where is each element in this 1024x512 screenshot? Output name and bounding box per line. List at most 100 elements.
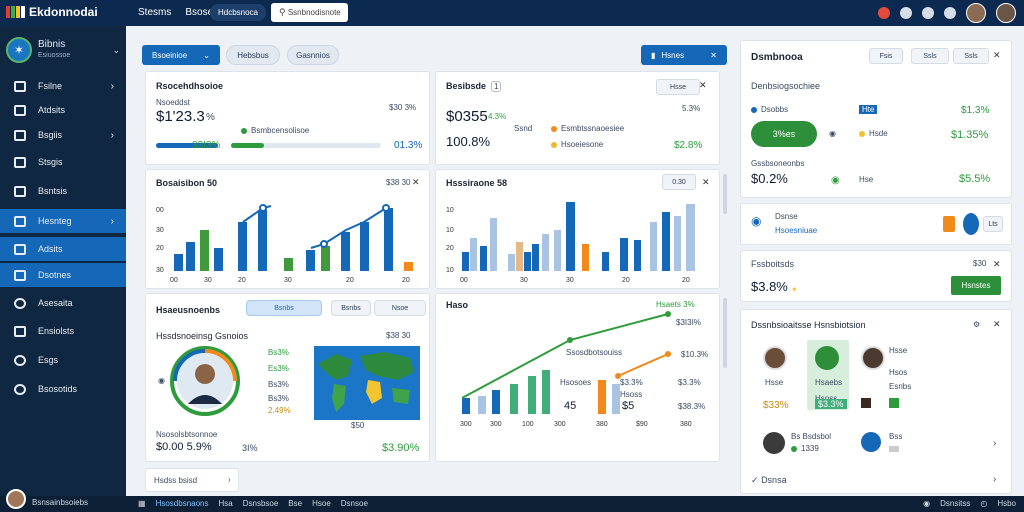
app-logo[interactable]: Ekdonnodai [6,5,98,19]
card-title: Besibsde [446,81,487,91]
bar [532,244,539,271]
y-tick: 10 [446,227,454,234]
period-chip[interactable]: Hsse [656,79,700,95]
chevron-right-icon: › [110,215,114,227]
close-icon[interactable]: ✕ [699,80,707,90]
sidebar-item-10[interactable]: Ensiolsts [0,319,126,343]
help-icon[interactable] [944,7,956,19]
panel-button-2[interactable]: Ssls [911,48,949,64]
right-panel-1: Dsmbnooa Fsis Ssls Ssls ✕ Denbsiogsochie… [740,40,1012,198]
avatar[interactable] [763,432,785,454]
bar [582,244,589,271]
sidebar-item-4[interactable]: Stsgis [0,150,126,174]
dashboard-icon [14,80,26,92]
bar [554,230,561,271]
close-icon[interactable]: ✕ [702,177,710,187]
sidebar-item-1[interactable]: Fsilne › [0,74,126,98]
top-nav-item[interactable]: Bsose [185,7,214,18]
sidebar-item-11[interactable]: Esgs [0,348,126,372]
footer-left: $0.00 5.9% [156,441,212,453]
bottom-item[interactable]: Hsa [218,499,233,508]
tab-1[interactable]: Hebsbus [226,45,280,65]
bottom-item[interactable]: Bse [288,499,303,508]
row-2: Hsde [859,129,888,138]
panel-badge[interactable]: Lts [983,216,1003,232]
trend-point [259,204,267,212]
avatar[interactable] [861,346,885,370]
bottom-item[interactable]: Hsoe [312,499,331,508]
dot-icon [241,127,247,134]
row-2-icon: ◉ [829,129,836,138]
right-action-button[interactable]: ▮ Hsnes ✕ [641,45,727,65]
panel-button-3[interactable]: Ssls [953,48,989,64]
tab-2[interactable]: Gasnnios [287,45,339,65]
gear-icon[interactable] [900,7,912,19]
top-search-input[interactable]: ⚲ Ssnbnodisnote [271,3,348,22]
panel-button-1[interactable]: Fsis [869,48,903,64]
close-icon[interactable]: ✕ [993,259,1001,269]
bottom-item[interactable]: Dsnsbsoe [242,499,279,508]
user-avatar[interactable] [966,3,986,23]
avatar[interactable] [763,346,787,370]
tab-3[interactable]: Nsoe [374,300,426,316]
pill-badge[interactable]: 3%es [751,121,817,147]
tab-2[interactable]: Bsnbs [331,300,371,316]
top-pill-tab[interactable]: Hdcbsnoca [210,4,266,21]
bottom-right-item[interactable]: Hsbo [997,499,1016,508]
sidebar-item-9[interactable]: Asesaita [0,291,126,315]
avatar-label: Hsos [889,368,908,377]
globe-icon[interactable]: ◉ [923,499,931,508]
close-icon[interactable]: ✕ [993,319,1001,329]
avatar [6,489,26,509]
sidebar-item-5[interactable]: Bsntsis [0,179,126,203]
chevron-right-icon[interactable]: › [993,438,997,449]
notification-icon[interactable] [878,7,890,19]
card-subtitle: Nsoeddst [156,98,190,107]
panel-title: Dssnbsioaitsse Hsnsbiotsion [751,320,866,330]
grid-icon[interactable]: ▦ [138,499,146,508]
close-icon[interactable]: ✕ [412,177,420,187]
close-icon[interactable]: ✕ [993,50,1001,60]
x-tick: 20 [238,277,246,284]
profile-avatar[interactable] [170,346,240,416]
footer-row[interactable]: ✓ Dsnsa [751,475,787,485]
brand-title: Bibnis [38,39,66,50]
bar [620,238,628,271]
app-title: Ekdonnodai [29,5,98,19]
chevron-down-icon[interactable]: ⌄ [112,44,120,55]
user-avatar-secondary[interactable] [996,3,1016,23]
bottom-item[interactable]: Dsnsoe [340,499,368,508]
top-nav-item[interactable]: Stesms [138,7,172,18]
clock-icon[interactable]: ◴ [980,499,988,508]
sidebar-item-8[interactable]: Dsotnes [0,263,126,287]
panel-button[interactable]: Hsnstes [951,276,1001,295]
sidebar-item-12[interactable]: Bsosotids [0,377,126,401]
y-tick: 20 [156,245,164,252]
brand-subtitle: Esiuossoe [38,52,71,59]
primary-dropdown-button[interactable]: Bsoeinioe ⌄ [142,45,220,65]
sidebar-item-2[interactable]: Atdsits [0,98,126,122]
x-tick: 30 [520,277,528,284]
tab-active[interactable]: Bsnbs [246,300,322,316]
bag-icon [14,325,26,337]
stat-4: Bs3% [268,394,289,403]
bottom-right-item[interactable]: Dsnsitss [940,499,971,508]
sidebar-item-3[interactable]: Bsgiis › [0,123,126,147]
sidebar-item-7[interactable]: Adsits [0,237,126,261]
sidebar-brand[interactable]: ✶ Bibnis Esiuossoe ⌄ [6,36,120,64]
settings-icon[interactable]: ⚙ [973,320,981,329]
scrollbar[interactable] [723,174,727,214]
bottom-item[interactable]: Hsosdbsnaons [155,499,209,508]
chart-chip[interactable]: 0.30 [662,174,696,190]
sidebar-item-6[interactable]: Hesnteg › [0,209,126,233]
chart-icon [14,129,26,141]
avatar[interactable] [815,346,839,370]
small-card[interactable]: Hsdss bsisd › [145,468,239,492]
scrollbar[interactable] [723,298,727,368]
chevron-right-icon[interactable]: › [993,474,997,485]
pct-3: $3.3% [620,378,643,387]
user-profile[interactable]: Bsnsainbsoiebs [6,489,88,509]
avatar[interactable] [861,432,881,452]
chevron-right-icon: › [110,129,114,141]
bell-icon[interactable] [922,7,934,19]
